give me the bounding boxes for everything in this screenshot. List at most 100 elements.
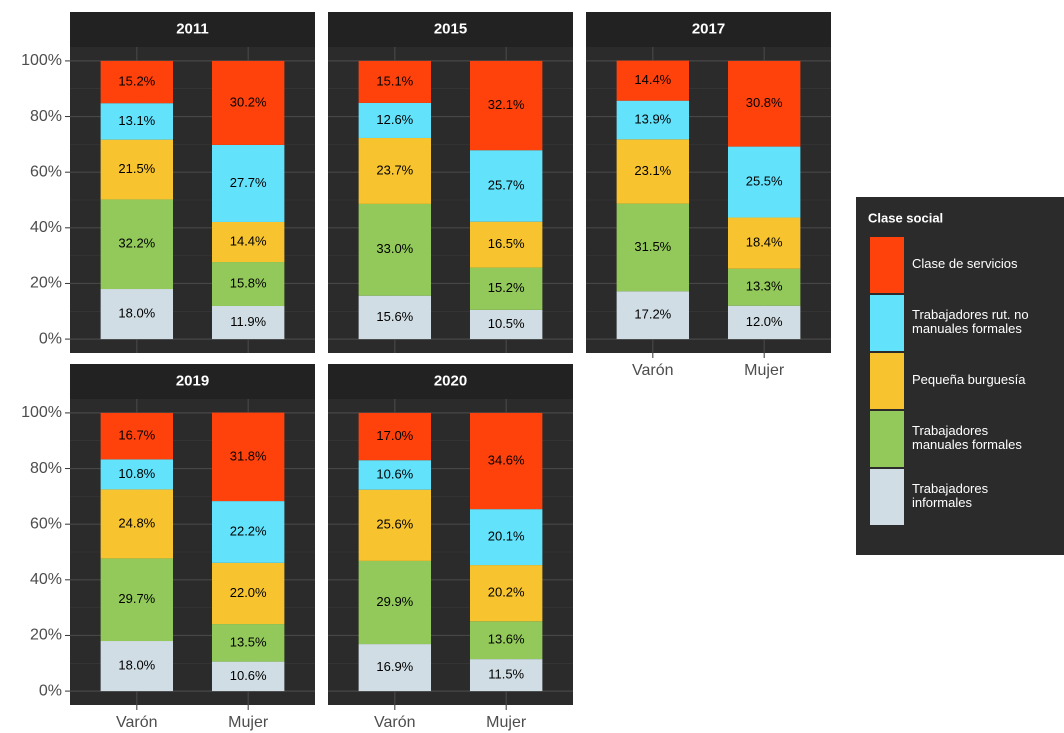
value-label: 23.1% [634, 163, 671, 178]
value-label: 12.6% [376, 112, 413, 127]
legend-key [870, 411, 904, 467]
facet-title: 2015 [434, 20, 467, 37]
value-label: 29.7% [118, 591, 155, 606]
x-tick-label: Varón [374, 714, 416, 731]
y-tick-label: 40% [30, 571, 62, 588]
legend-key [870, 469, 904, 525]
strip [70, 12, 315, 47]
value-label: 16.9% [376, 659, 413, 674]
legend-label: Trabajadores manuales formales [912, 423, 1022, 452]
y-tick-label: 80% [30, 460, 62, 477]
value-label: 31.8% [230, 448, 267, 463]
value-label: 10.5% [488, 316, 525, 331]
bar-segment [211, 305, 285, 340]
bar-segment [469, 150, 543, 222]
bar-segment [100, 489, 174, 559]
bar-segment [616, 139, 690, 204]
value-label: 25.7% [488, 177, 525, 192]
strip [328, 12, 573, 47]
bar-segment [358, 60, 432, 103]
value-label: 20.1% [488, 529, 525, 544]
bar-segment [211, 624, 285, 662]
y-tick-label: 80% [30, 108, 62, 125]
y-tick-label: 60% [30, 515, 62, 532]
value-label: 17.0% [376, 428, 413, 443]
bar-segment [469, 621, 543, 660]
bar-segment [727, 217, 801, 269]
value-label: 10.8% [118, 466, 155, 481]
value-label: 13.9% [634, 111, 671, 126]
bar-segment [727, 146, 801, 218]
bar-segment [100, 139, 174, 200]
bar-segment [469, 509, 543, 566]
value-label: 27.7% [230, 175, 267, 190]
legend-key [870, 237, 904, 293]
value-label: 16.7% [118, 428, 155, 443]
x-tick-label: Mujer [228, 714, 269, 731]
value-label: 31.5% [634, 239, 671, 254]
bar-segment [358, 489, 432, 561]
bar-segment [358, 137, 432, 204]
y-tick-label: 20% [30, 275, 62, 292]
value-label: 10.6% [376, 466, 413, 481]
value-label: 15.8% [230, 275, 267, 290]
bar-segment [100, 558, 174, 642]
bar-segment [100, 412, 174, 460]
bar-segment [469, 659, 543, 692]
value-label: 20.2% [488, 585, 525, 600]
value-label: 15.2% [118, 73, 155, 88]
bar-segment [469, 565, 543, 622]
bar-segment [211, 262, 285, 306]
value-label: 16.5% [488, 236, 525, 251]
legend-label: Clase de servicios [912, 256, 1018, 271]
value-label: 17.2% [634, 307, 671, 322]
facet-title: 2017 [692, 20, 725, 37]
value-label: 15.6% [376, 309, 413, 324]
bar-segment [211, 221, 285, 263]
bar-segment [358, 412, 432, 461]
bar-segment [211, 661, 285, 692]
x-tick-label: Mujer [744, 362, 785, 379]
value-label: 22.2% [230, 523, 267, 538]
value-label: 29.9% [376, 594, 413, 609]
bar-segment [100, 103, 174, 140]
bar-segment [469, 267, 543, 310]
y-tick-label: 100% [21, 52, 62, 69]
y-tick-label: 0% [39, 682, 62, 699]
bar-segment [211, 501, 285, 563]
bar-segment [211, 60, 285, 145]
value-label: 12.0% [746, 314, 783, 329]
bar-segment [469, 221, 543, 268]
facet-title: 2019 [176, 372, 209, 389]
y-tick-label: 60% [30, 163, 62, 180]
legend-label: Trabajadores informales [912, 481, 992, 510]
bar-segment [358, 560, 432, 645]
y-tick-label: 100% [21, 404, 62, 421]
bar-segment [358, 102, 432, 138]
value-label: 10.6% [230, 668, 267, 683]
value-label: 15.1% [376, 73, 413, 88]
legend-title: Clase social [868, 210, 943, 225]
value-label: 30.8% [746, 95, 783, 110]
bar-segment [211, 412, 285, 502]
bar-segment [727, 268, 801, 306]
bar-segment [616, 203, 690, 292]
value-label: 18.4% [746, 235, 783, 250]
value-label: 22.0% [230, 585, 267, 600]
value-label: 23.7% [376, 162, 413, 177]
value-label: 18.0% [118, 657, 155, 672]
x-tick-label: Varón [632, 362, 674, 379]
legend-label: Pequeña burguesía [912, 372, 1026, 387]
bar-segment [358, 460, 432, 490]
bar-segment [358, 644, 432, 692]
strip [328, 364, 573, 399]
y-tick-label: 0% [39, 330, 62, 347]
bar-segment [100, 289, 174, 340]
facet-title: 2020 [434, 372, 467, 389]
bar-segment [727, 60, 801, 147]
bar-segment [358, 203, 432, 296]
value-label: 11.5% [488, 667, 524, 682]
value-label: 30.2% [230, 94, 267, 109]
